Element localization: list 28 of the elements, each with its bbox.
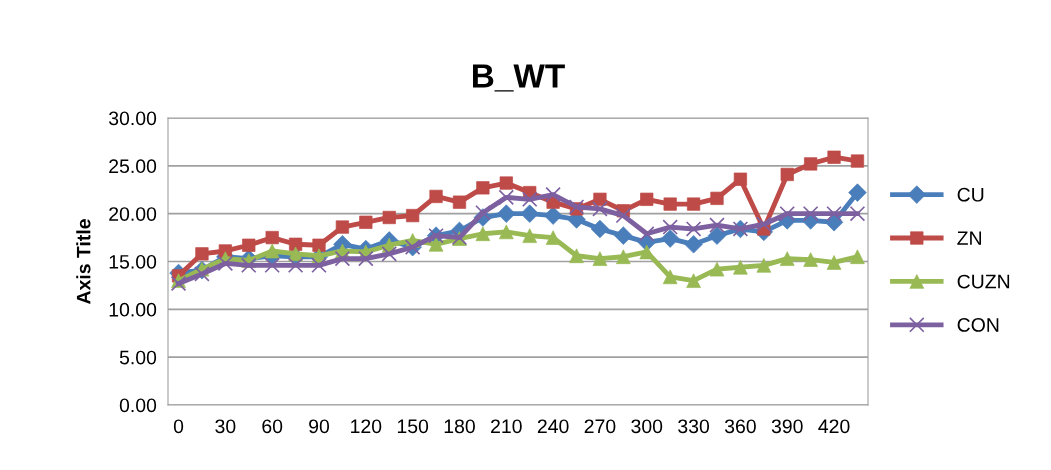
x-tick-label: 0 — [173, 419, 184, 434]
y-tick-label: 15.00 — [109, 254, 157, 269]
legend-label: CON — [957, 318, 999, 332]
x-tick-label: 240 — [537, 419, 569, 434]
y-tick-label: 0.00 — [119, 398, 157, 413]
x-tick-label: 180 — [444, 419, 475, 434]
legend-label: CU — [957, 187, 984, 202]
x-tick-label: 120 — [351, 419, 382, 434]
y-tick-label: 20.00 — [109, 207, 157, 221]
x-tick-label: 390 — [771, 419, 803, 434]
x-tick-label: 30 — [215, 419, 236, 434]
y-tick-label: 25.00 — [109, 159, 157, 174]
x-tick-label: 270 — [584, 419, 616, 434]
y-tick-label: 10.00 — [109, 302, 157, 317]
legend-label: CUZN — [957, 274, 1010, 289]
chart-title: B_WT — [473, 64, 565, 92]
x-tick-label: 150 — [397, 419, 429, 434]
y-tick-label: 30.00 — [108, 111, 157, 126]
y-tick-label: 5.00 — [119, 350, 157, 365]
legend-label: ZN — [957, 231, 981, 245]
x-tick-label: 360 — [724, 419, 756, 434]
x-tick-label: 300 — [631, 419, 663, 434]
x-tick-label: 90 — [309, 419, 330, 434]
x-tick-label: 420 — [818, 419, 850, 434]
y-axis-title: Axis Title — [76, 219, 91, 305]
x-tick-label: 210 — [491, 419, 522, 434]
x-tick-label: 330 — [678, 419, 710, 434]
x-tick-label: 60 — [262, 419, 283, 434]
